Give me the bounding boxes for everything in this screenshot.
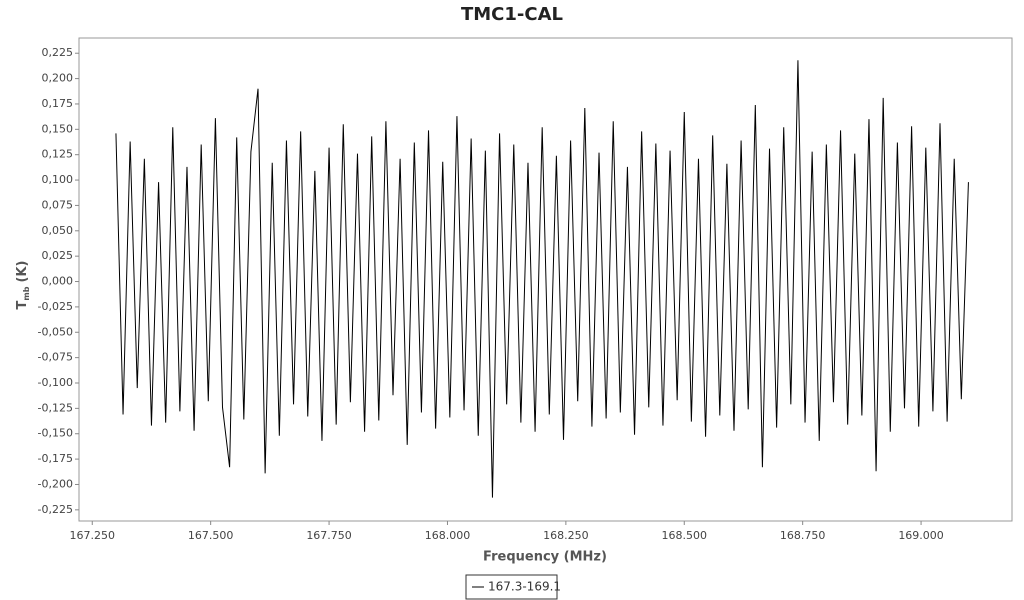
y-tick-label: 0,050 — [42, 224, 74, 237]
y-tick-label: -0,100 — [38, 376, 73, 389]
y-tick-label: 0,000 — [42, 275, 74, 288]
x-tick-label: 167.750 — [306, 529, 352, 542]
y-tick-label: -0,075 — [38, 351, 73, 364]
plot-frame — [78, 37, 1013, 522]
y-label-text: T — [15, 300, 30, 309]
y-tick-label: 0,100 — [42, 173, 74, 186]
x-tick-label: 168.250 — [543, 529, 589, 542]
y-tick-label: 0,025 — [42, 249, 74, 262]
y-tick-label: -0,175 — [38, 452, 73, 465]
x-tick-label: 167.250 — [70, 529, 116, 542]
y-tick-label: -0,225 — [38, 503, 73, 516]
series-line — [115, 60, 969, 498]
y-tick-label: 0,150 — [42, 122, 74, 135]
y-label-subscript: mb — [22, 286, 31, 300]
y-tick-label: 0,175 — [42, 97, 74, 110]
x-tick-label: 168.000 — [425, 529, 471, 542]
legend-label: 167.3-169.1 — [488, 580, 561, 594]
y-tick-label: -0,150 — [38, 427, 73, 440]
y-tick-label: -0,200 — [38, 477, 73, 490]
x-axis-label: Frequency (MHz) — [483, 550, 607, 565]
y-tick-label: 0,075 — [42, 198, 74, 211]
chart-title: TMC1-CAL — [461, 4, 563, 25]
y-axis-label: Tmb (K) — [15, 261, 31, 310]
x-tick-label: 167.500 — [188, 529, 234, 542]
y-tick-label: -0,025 — [38, 300, 73, 313]
y-tick-label: 0,200 — [42, 72, 74, 85]
y-tick-label: 0,125 — [42, 148, 74, 161]
y-tick-label: -0,050 — [38, 325, 73, 338]
x-tick-label: 169.000 — [898, 529, 944, 542]
y-tick-label: 0,225 — [42, 46, 74, 59]
x-tick-label: 168.500 — [662, 529, 708, 542]
y-tick-label: -0,125 — [38, 401, 73, 414]
y-label-unit: (K) — [15, 261, 30, 283]
x-tick-label: 168.750 — [780, 529, 826, 542]
